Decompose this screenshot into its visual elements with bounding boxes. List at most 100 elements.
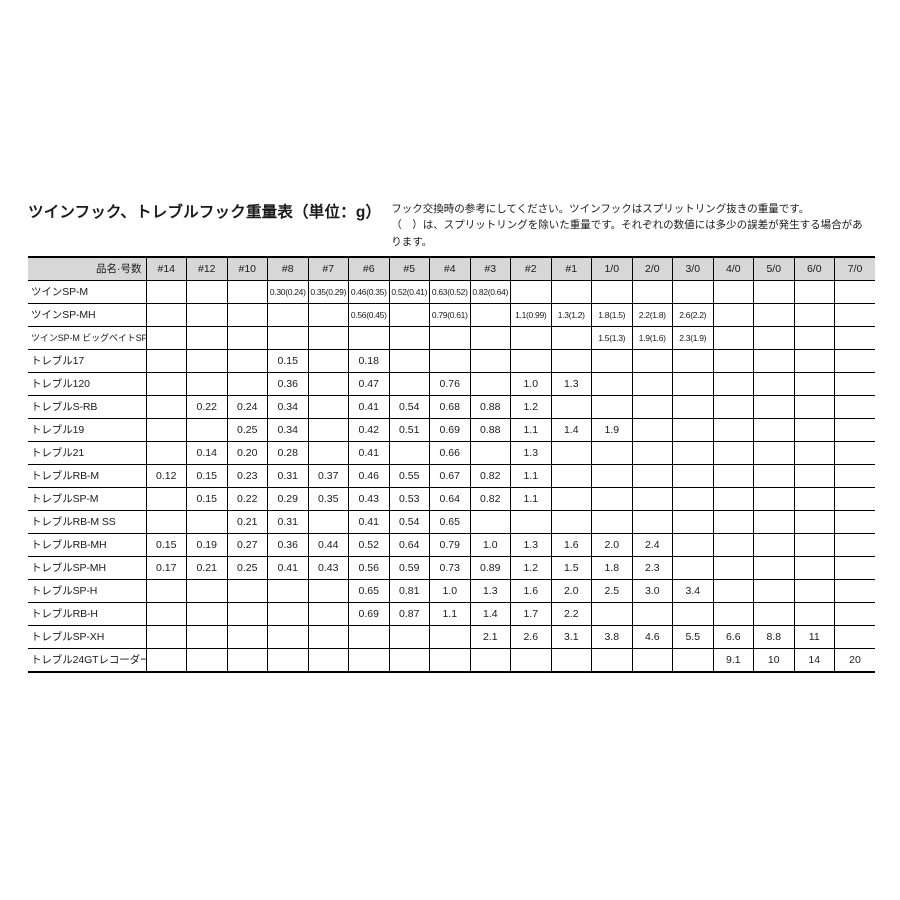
cell — [673, 280, 714, 303]
cell: 3.1 — [551, 625, 592, 648]
table-row: トレブルSP-M0.150.220.290.350.430.530.640.82… — [28, 487, 875, 510]
cell — [673, 510, 714, 533]
cell — [835, 395, 876, 418]
cell — [794, 602, 835, 625]
table-row: トレブルSP-MH0.170.210.250.410.430.560.590.7… — [28, 556, 875, 579]
cell — [754, 349, 795, 372]
cell: 2.2(1.8) — [632, 303, 673, 326]
cell: 1.3 — [470, 579, 511, 602]
cell — [470, 510, 511, 533]
cell — [146, 303, 187, 326]
cell: 0.69 — [349, 602, 390, 625]
cell: 1.8(1.5) — [592, 303, 633, 326]
col-header-size: 6/0 — [794, 257, 835, 281]
cell: 1.3 — [511, 441, 552, 464]
cell — [754, 441, 795, 464]
cell — [754, 556, 795, 579]
cell: 0.52(0.41) — [389, 280, 430, 303]
cell: 1.3 — [511, 533, 552, 556]
cell: 0.56(0.45) — [349, 303, 390, 326]
cell: 3.8 — [592, 625, 633, 648]
cell — [551, 395, 592, 418]
table-row: トレブル1200.360.470.761.01.3 — [28, 372, 875, 395]
cell: 1.0 — [430, 579, 471, 602]
cell — [187, 579, 228, 602]
cell: 1.5 — [551, 556, 592, 579]
cell — [308, 303, 349, 326]
cell: 0.36 — [268, 372, 309, 395]
cell — [268, 625, 309, 648]
cell — [713, 280, 754, 303]
cell — [794, 418, 835, 441]
cell: 0.82 — [470, 487, 511, 510]
cell — [835, 533, 876, 556]
cell: 10 — [754, 648, 795, 672]
row-name: トレブル19 — [28, 418, 146, 441]
cell: 1.8 — [592, 556, 633, 579]
cell: 5.5 — [673, 625, 714, 648]
cell — [308, 510, 349, 533]
col-header-size: #1 — [551, 257, 592, 281]
cell: 2.0 — [551, 579, 592, 602]
cell: 0.64 — [389, 533, 430, 556]
cell — [835, 510, 876, 533]
cell — [227, 349, 268, 372]
cell — [268, 579, 309, 602]
cell — [430, 349, 471, 372]
col-header-size: 3/0 — [673, 257, 714, 281]
cell — [389, 303, 430, 326]
cell: 1.1 — [511, 418, 552, 441]
cell: 3.0 — [632, 579, 673, 602]
cell — [187, 510, 228, 533]
cell — [592, 280, 633, 303]
cell: 0.42 — [349, 418, 390, 441]
cell — [511, 326, 552, 349]
cell: 0.64 — [430, 487, 471, 510]
col-header-size: 5/0 — [754, 257, 795, 281]
notes: フック交換時の参考にしてください。ツインフックはスプリットリング抜きの重量です。… — [391, 200, 872, 250]
cell — [632, 349, 673, 372]
cell — [632, 395, 673, 418]
col-header-size: #3 — [470, 257, 511, 281]
cell — [794, 303, 835, 326]
cell: 0.29 — [268, 487, 309, 510]
cell — [754, 326, 795, 349]
cell: 0.76 — [430, 372, 471, 395]
cell: 0.19 — [187, 533, 228, 556]
table-row: ツインSP-MH0.56(0.45)0.79(0.61)1.1(0.99)1.3… — [28, 303, 875, 326]
row-name: ツインSP-M ビッグベイトSP — [28, 326, 146, 349]
table-header-row: 品名·号数#14#12#10#8#7#6#5#4#3#2#11/02/03/04… — [28, 257, 875, 281]
cell: 0.37 — [308, 464, 349, 487]
cell: 0.54 — [389, 510, 430, 533]
cell: 0.34 — [268, 418, 309, 441]
cell: 8.8 — [754, 625, 795, 648]
cell: 1.9(1.6) — [632, 326, 673, 349]
cell — [835, 579, 876, 602]
cell — [713, 579, 754, 602]
cell — [673, 487, 714, 510]
cell: 0.12 — [146, 464, 187, 487]
cell — [673, 372, 714, 395]
cell: 1.1 — [430, 602, 471, 625]
cell — [268, 326, 309, 349]
cell: 0.88 — [470, 418, 511, 441]
cell: 1.1 — [511, 464, 552, 487]
row-name: ツインSP-MH — [28, 303, 146, 326]
cell — [754, 602, 795, 625]
cell: 0.46(0.35) — [349, 280, 390, 303]
cell — [632, 372, 673, 395]
cell — [349, 625, 390, 648]
cell — [754, 533, 795, 556]
cell — [835, 349, 876, 372]
cell — [835, 464, 876, 487]
cell — [187, 326, 228, 349]
cell — [268, 648, 309, 672]
cell: 14 — [794, 648, 835, 672]
cell: 0.15 — [187, 464, 228, 487]
cell — [146, 602, 187, 625]
cell: 0.31 — [268, 510, 309, 533]
cell: 0.52 — [349, 533, 390, 556]
cell: 0.44 — [308, 533, 349, 556]
title-bar: ツインフック、トレブルフック重量表（単位：g） フック交換時の参考にしてください… — [28, 200, 872, 250]
row-name: トレブル24GTレコーダー — [28, 648, 146, 672]
